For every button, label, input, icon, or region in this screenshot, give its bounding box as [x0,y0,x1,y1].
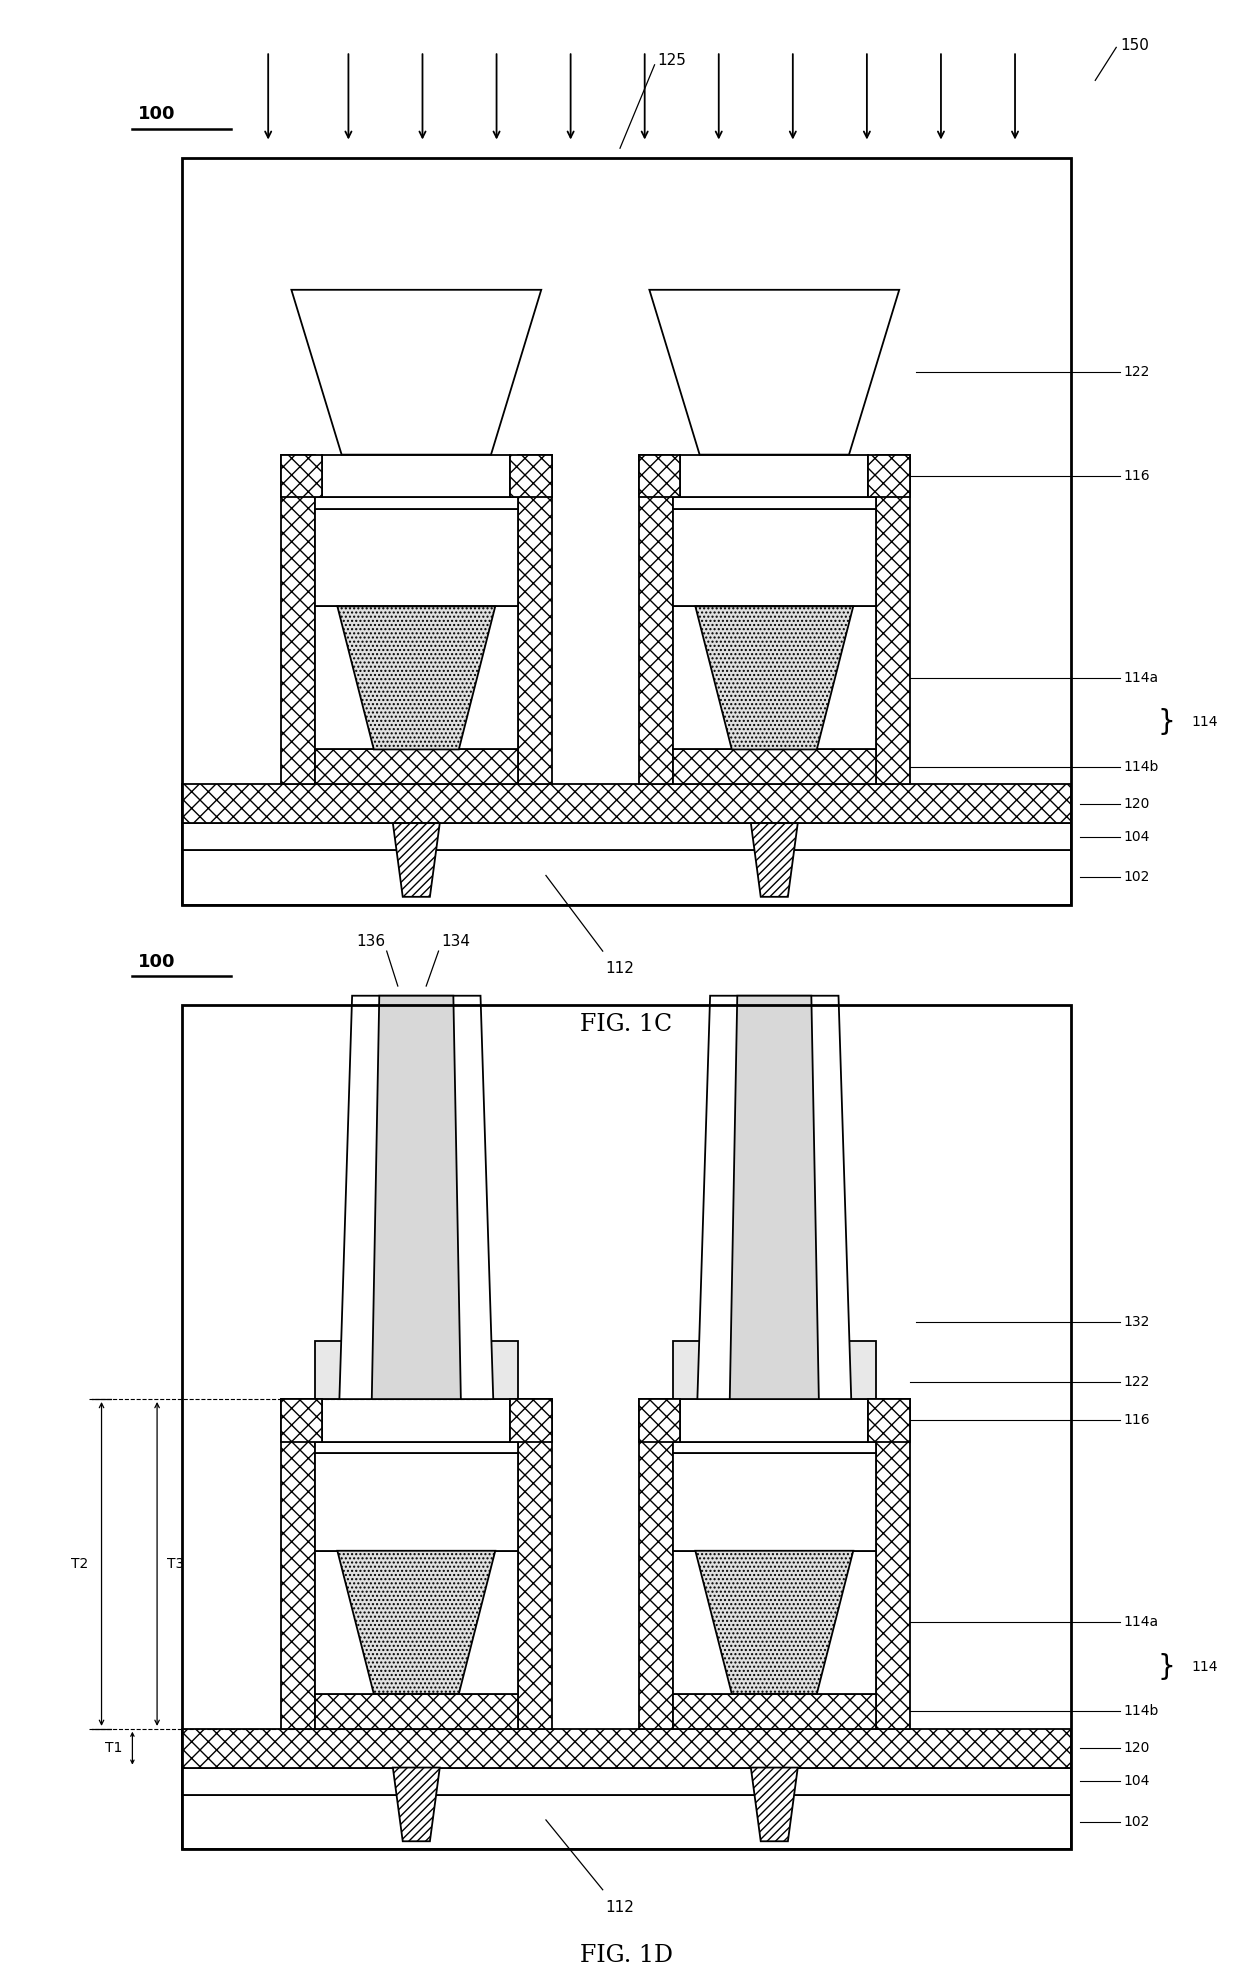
Bar [315,1454,517,1550]
Bar [673,1442,875,1454]
Text: 100: 100 [138,952,176,970]
Bar [315,498,517,509]
Bar [280,1399,315,1729]
Text: 114: 114 [1192,1660,1218,1674]
Bar [280,454,315,785]
Text: 122: 122 [1123,1375,1149,1389]
Text: }: } [1158,1652,1176,1682]
Text: FIG. 1C: FIG. 1C [580,1013,672,1037]
Bar [868,454,910,498]
Text: 116: 116 [1123,468,1151,484]
Bar [182,157,1070,905]
Bar [510,1399,552,1442]
Text: 136: 136 [356,934,386,948]
Text: 114b: 114b [1123,1703,1159,1719]
Bar [510,454,552,498]
Bar [639,454,673,785]
Text: 134: 134 [441,934,470,948]
Text: T2: T2 [71,1558,88,1572]
Bar [673,509,875,606]
Bar [517,1399,552,1729]
Text: 104: 104 [1123,1774,1149,1788]
Bar [868,1399,910,1442]
Polygon shape [393,822,440,897]
Bar [315,1399,517,1694]
Bar [673,454,875,749]
Bar [315,606,517,749]
Text: 132: 132 [1123,1314,1149,1328]
Bar [182,1768,1070,1794]
Bar [681,1399,868,1442]
Text: 100: 100 [138,104,176,124]
Bar [280,454,322,498]
Text: 114a: 114a [1123,1615,1158,1629]
Bar [315,509,517,606]
Bar [673,1694,875,1729]
Bar [639,1399,681,1442]
Bar [315,454,517,749]
Text: FIG. 1D: FIG. 1D [579,1943,672,1967]
Bar [182,1794,1070,1849]
Text: 120: 120 [1123,1741,1149,1755]
Bar [182,1729,1070,1768]
Bar [182,785,1070,822]
Text: 125: 125 [657,53,686,69]
Bar [673,1454,875,1550]
Text: 122: 122 [1123,366,1149,380]
Bar [673,498,875,509]
Polygon shape [696,606,853,749]
Bar [681,454,868,498]
Text: 112: 112 [605,962,635,976]
Polygon shape [291,289,541,454]
Bar [322,454,510,498]
Polygon shape [730,995,818,1399]
Bar [182,1005,1070,1849]
Polygon shape [650,289,899,454]
Bar [182,822,1070,850]
Text: 114: 114 [1192,716,1218,730]
Polygon shape [337,606,495,749]
Text: 102: 102 [1123,871,1149,885]
Polygon shape [393,1768,440,1841]
Bar [315,1694,517,1729]
Bar [875,1399,910,1729]
Polygon shape [337,1550,495,1694]
Polygon shape [751,1768,797,1841]
Text: 112: 112 [605,1900,635,1914]
Polygon shape [697,995,851,1399]
Bar [315,1442,517,1454]
Text: 114a: 114a [1123,671,1158,685]
Text: T3: T3 [167,1558,185,1572]
Bar [673,1550,875,1694]
Text: 102: 102 [1123,1816,1149,1829]
Bar [315,1550,517,1694]
Bar [280,1399,322,1442]
Bar [517,454,552,785]
Bar [182,850,1070,905]
Bar [639,1399,673,1729]
Text: 116: 116 [1123,1414,1151,1428]
Text: T1: T1 [105,1741,123,1755]
Bar [322,1399,510,1442]
Polygon shape [340,995,494,1399]
Bar [639,454,681,498]
Text: 104: 104 [1123,830,1149,844]
Text: 120: 120 [1123,797,1149,810]
Bar [315,1341,517,1399]
Text: }: } [1158,708,1176,736]
Polygon shape [751,822,797,897]
Text: 114b: 114b [1123,759,1159,773]
Bar [875,454,910,785]
Bar [673,749,875,785]
Polygon shape [372,995,461,1399]
Polygon shape [696,1550,853,1694]
Bar [673,1341,875,1399]
Bar [315,749,517,785]
Bar [673,1399,875,1694]
Text: 150: 150 [1120,37,1148,53]
Bar [673,606,875,749]
